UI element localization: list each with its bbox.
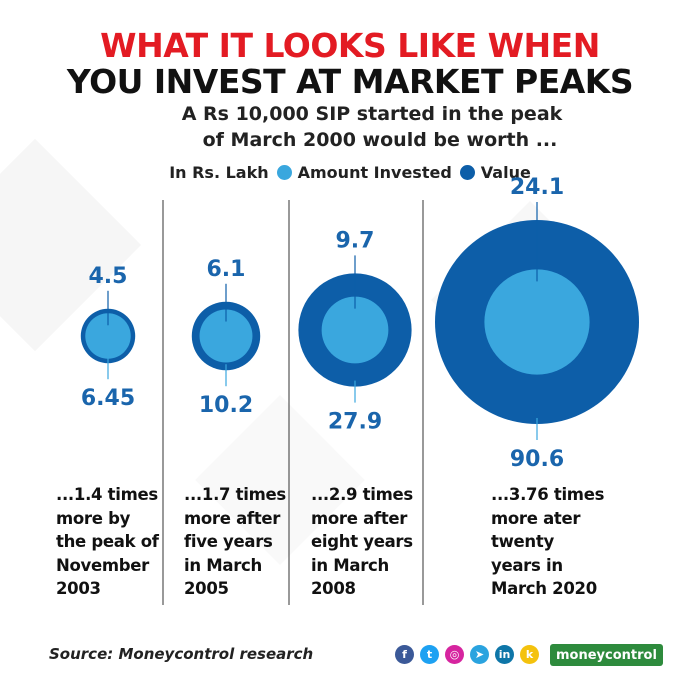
- description-line: in March: [311, 555, 389, 575]
- telegram-icon[interactable]: ➤: [470, 645, 489, 664]
- description-line: ...2.9 times: [311, 485, 413, 504]
- description-line: ...1.4 times: [56, 485, 158, 504]
- social-icons: f t ◎ ➤ in k: [395, 645, 539, 664]
- twitter-icon[interactable]: t: [420, 645, 439, 664]
- invested-data-label: 4.5: [89, 264, 128, 289]
- description-line: 2003: [56, 579, 101, 598]
- invested-data-label: 24.1: [510, 175, 564, 200]
- description-line: ...3.76 times: [491, 485, 605, 504]
- invested-circle: [85, 313, 131, 359]
- description-line: November: [56, 555, 150, 575]
- facebook-icon[interactable]: f: [395, 645, 414, 664]
- invested-circle: [321, 296, 389, 364]
- description-line: 2005: [184, 579, 229, 598]
- description-line: ...1.7 times: [184, 485, 286, 504]
- description-line: the peak of: [56, 532, 159, 551]
- legend-swatch-invested: [276, 165, 292, 180]
- brand-logo: moneycontrol: [550, 644, 663, 666]
- subtitle-line-1: A Rs 10,000 SIP started in the peak: [181, 103, 563, 125]
- value-data-label: 27.9: [328, 410, 382, 435]
- legend-unit: In Rs. Lakh: [169, 163, 269, 182]
- description-line: March 2020: [491, 579, 597, 598]
- description-panel-3: ...2.9 times more after eight years in M…: [311, 483, 413, 601]
- description-line: in March: [184, 555, 262, 575]
- invested-circle: [199, 309, 253, 363]
- linkedin-icon[interactable]: in: [495, 645, 514, 664]
- description-line: more by: [56, 508, 131, 528]
- description-line: more after: [184, 508, 281, 528]
- description-panel-1: ...1.4 times more by the peak of Novembe…: [56, 483, 159, 601]
- title-line-1: WHAT IT LOOKS LIKE WHEN: [100, 26, 600, 65]
- legend-item-invested: Amount Invested: [276, 163, 452, 182]
- title-line-2: YOU INVEST AT MARKET PEAKS: [66, 62, 634, 101]
- invested-data-label: 9.7: [336, 228, 375, 253]
- description-line: 2008: [311, 579, 356, 598]
- legend-label-invested: Amount Invested: [297, 163, 452, 182]
- description-line: eight years: [311, 532, 413, 551]
- description-panel-4: ...3.76 times more ater twenty years in …: [491, 483, 604, 601]
- legend-swatch-value: [459, 165, 475, 180]
- description-line: years in: [491, 555, 563, 575]
- description-line: twenty: [491, 532, 554, 551]
- source-note: Source: Moneycontrol research: [49, 645, 314, 663]
- legend-item-value: Value: [459, 163, 531, 182]
- invested-data-label: 6.1: [207, 257, 246, 282]
- description-line: more after: [311, 508, 408, 528]
- description-line: five years: [184, 532, 273, 551]
- value-data-label: 90.6: [510, 447, 564, 472]
- invested-circle: [484, 269, 590, 375]
- value-data-label: 6.45: [81, 386, 135, 411]
- description-line: more ater: [491, 508, 581, 528]
- value-data-label: 10.2: [199, 393, 253, 418]
- subtitle-line-2: of March 2000 would be worth ...: [202, 129, 558, 151]
- instagram-icon[interactable]: ◎: [445, 645, 464, 664]
- legend-label-value: Value: [480, 163, 531, 182]
- legend: In Rs. Lakh Amount Invested Value: [0, 163, 700, 182]
- koo-icon[interactable]: k: [520, 645, 539, 664]
- description-panel-2: ...1.7 times more after five years in Ma…: [184, 483, 286, 601]
